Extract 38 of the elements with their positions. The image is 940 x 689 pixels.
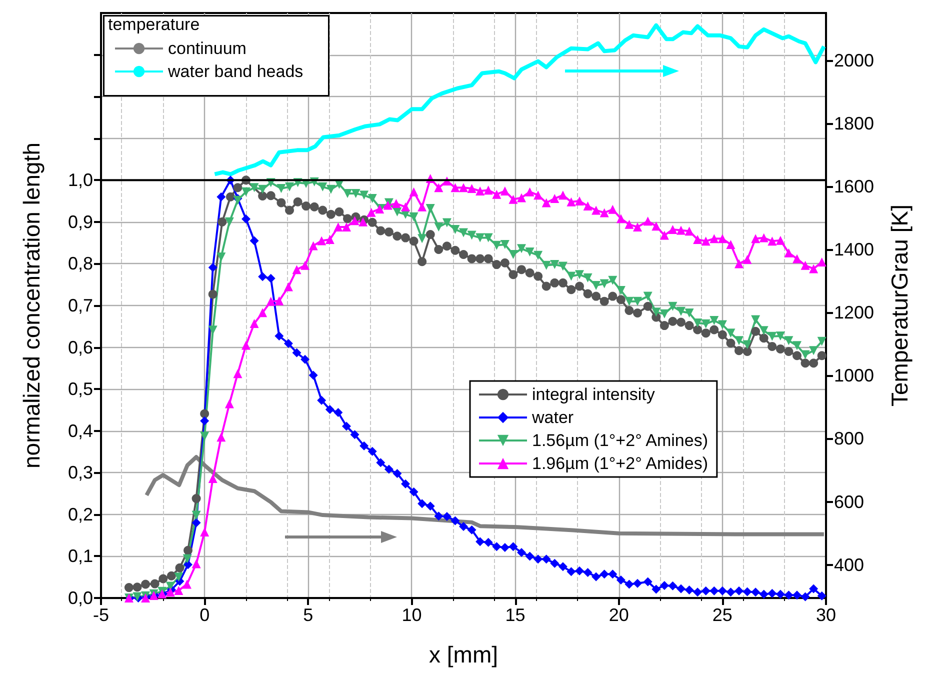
legend-title: temperature	[108, 15, 200, 34]
y2-tick-label: 1600	[834, 176, 874, 196]
y2-tick-label: 600	[834, 492, 864, 512]
y-tick-label: 1,0	[68, 170, 93, 190]
y-tick-label: 0,8	[68, 254, 93, 274]
legend-label: 1.96µm (1°+2° Amides)	[532, 454, 708, 473]
y2-tick-label: 1800	[834, 113, 874, 134]
y2-tick-label: 2000	[834, 50, 874, 70]
y-tick-label: 0,5	[68, 379, 93, 400]
y2-tick-label: 800	[834, 428, 864, 449]
legend-label: 1.56µm (1°+2° Amines)	[532, 431, 708, 450]
y-tick-label: 0,9	[68, 212, 93, 232]
x-tick-label: 20	[608, 605, 629, 625]
x-tick-label: 10	[402, 605, 422, 625]
y-tick-label: 0,1	[68, 546, 93, 566]
y2-axis-title: TemperaturGrau [K]	[886, 204, 912, 406]
y-tick-label: 0,0	[68, 588, 93, 608]
x-tick-label: -5	[92, 605, 110, 625]
legend-label: water band heads	[167, 62, 304, 81]
x-tick-label: 5	[303, 605, 314, 625]
y-tick-label: 0,2	[68, 504, 93, 524]
x-tick-label: 25	[712, 605, 732, 625]
y-tick-label: 0,7	[68, 296, 93, 316]
y-tick-label: 0,3	[68, 462, 93, 483]
x-tick-label: 30	[816, 605, 836, 625]
legend-label: water	[531, 408, 574, 427]
y-tick-label: 0,4	[68, 420, 93, 441]
y2-tick-label: 1000	[834, 366, 874, 386]
x-axis-title: x [mm]	[429, 642, 498, 668]
y-tick-label: 0,6	[68, 337, 93, 358]
x-tick-label: 0	[200, 605, 210, 625]
y2-tick-label: 400	[834, 554, 864, 575]
y-axis-title: normalized concentration length	[18, 142, 44, 469]
x-tick-label: 15	[505, 605, 526, 625]
y2-tick-label: 1200	[834, 302, 874, 323]
y2-tick-label: 1400	[834, 240, 874, 260]
legend-label: integral intensity	[532, 385, 656, 404]
legend-label: continuum	[168, 39, 246, 58]
